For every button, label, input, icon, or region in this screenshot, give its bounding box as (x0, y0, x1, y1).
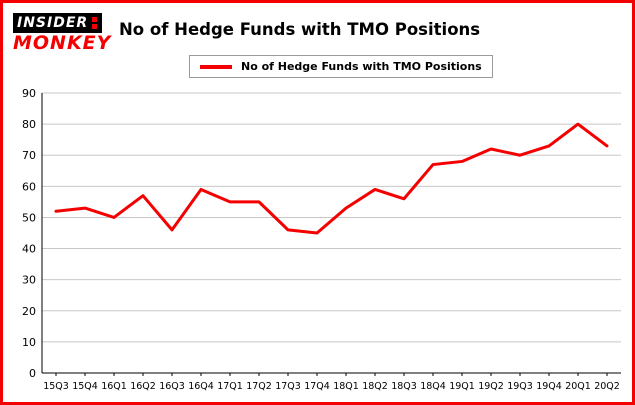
insider-monkey-logo: INSIDER MONKEY (13, 12, 113, 54)
y-tick-label: 0 (29, 367, 36, 380)
x-tick-label: 20Q1 (565, 381, 591, 392)
chart-legend: No of Hedge Funds with TMO Positions (189, 55, 493, 78)
logo-insider-text: INSIDER (13, 13, 103, 33)
x-tick-label: 19Q4 (536, 381, 562, 392)
legend-line-swatch (200, 64, 232, 69)
x-tick-label: 15Q4 (72, 381, 98, 392)
logo-red-squares-icon (92, 17, 98, 29)
x-tick-label: 16Q4 (188, 381, 214, 392)
chart-area: 0 10 20 30 40 50 60 70 80 90 15Q3 15Q4 16Q1 16Q2 16Q3 1… (6, 85, 631, 402)
page-title: No of Hedge Funds with TMO Positions (119, 20, 481, 39)
x-tick-label: 16Q3 (159, 381, 185, 392)
y-tick-label: 60 (22, 180, 36, 193)
x-tick-label: 19Q3 (507, 381, 533, 392)
y-tick-label: 50 (22, 211, 36, 224)
x-tick-label: 16Q1 (101, 381, 127, 392)
x-tick-label: 17Q1 (217, 381, 243, 392)
x-tick-label: 17Q3 (275, 381, 301, 392)
x-tick-label: 20Q2 (594, 381, 620, 392)
x-tick-label: 17Q2 (246, 381, 272, 392)
y-tick-label: 20 (22, 305, 36, 318)
x-tick-label: 17Q4 (304, 381, 330, 392)
x-tick-label: 18Q3 (391, 381, 417, 392)
x-tick-label: 18Q4 (420, 381, 446, 392)
x-tick-label: 19Q1 (449, 381, 475, 392)
y-tick-label: 70 (22, 149, 36, 162)
logo-line1: INSIDER (17, 15, 89, 31)
x-tick-label: 18Q2 (362, 381, 388, 392)
y-tick-label: 10 (22, 336, 36, 349)
y-tick-label: 40 (22, 243, 36, 256)
legend-label: No of Hedge Funds with TMO Positions (241, 60, 482, 73)
y-tick-label: 80 (22, 118, 36, 131)
y-tick-label: 30 (22, 274, 36, 287)
x-tick-label: 15Q3 (43, 381, 69, 392)
y-tick-label: 90 (22, 87, 36, 100)
x-tick-label: 19Q2 (478, 381, 504, 392)
series-line (54, 122, 609, 235)
x-tick-label: 16Q2 (130, 381, 156, 392)
x-tick-label: 18Q1 (333, 381, 359, 392)
logo-monkey-text: MONKEY (13, 32, 112, 54)
